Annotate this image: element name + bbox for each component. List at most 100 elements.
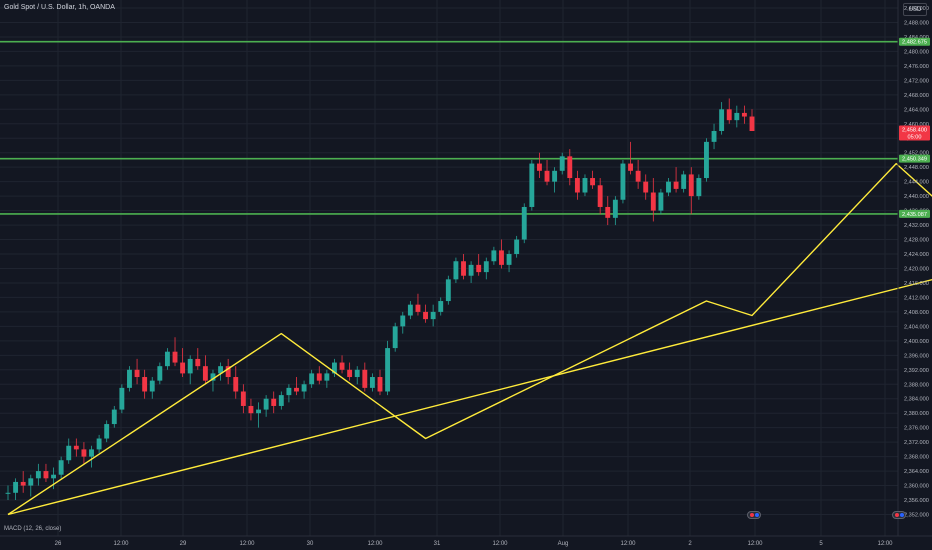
candle-body [529, 163, 535, 207]
candle-body [324, 373, 330, 381]
candle-body [339, 362, 345, 370]
candle-body [726, 109, 732, 121]
y-tick-label: 2,424.000 [904, 252, 929, 258]
candle-body [294, 387, 299, 392]
countdown-text: 05:00 [908, 135, 922, 141]
candle-body [134, 369, 140, 378]
candle-body [559, 156, 565, 171]
candle-body [35, 471, 41, 479]
candle-body [111, 409, 117, 425]
candle-body [73, 445, 79, 450]
candle-body [332, 362, 337, 374]
candle-body [225, 366, 231, 378]
candle-body [453, 261, 459, 280]
candle-body [377, 377, 383, 392]
candle-body [643, 181, 649, 193]
y-tick-label: 2,368.000 [904, 455, 929, 461]
horizontal-levels[interactable] [0, 40, 898, 215]
price-label-text: 2,458.400 [902, 128, 927, 134]
y-tick-label: 2,404.000 [904, 324, 929, 330]
candle-body [127, 369, 132, 388]
candle-body [240, 391, 246, 406]
candle-body [149, 380, 155, 392]
time-axis[interactable]: 26 12:00 29 12:00 30 12:00 31 12:00 Aug 12:00 2 12:… [55, 541, 894, 547]
price-label-tag [899, 154, 930, 163]
candle-body [574, 178, 580, 193]
candle-body [309, 373, 315, 385]
price-axis[interactable]: 2,492.0002,488.0002,484.0002,480.0002,47… [904, 6, 929, 519]
candle-body [385, 348, 391, 392]
candle-body [233, 377, 239, 392]
candle-body [369, 377, 375, 388]
candle-body [81, 449, 87, 457]
macd-indicator-label[interactable]: MACD (12, 26, close) [4, 526, 62, 532]
candle-body [719, 109, 725, 132]
price-label-tag [899, 209, 930, 218]
candle-body [673, 181, 679, 189]
candle-body [430, 311, 436, 320]
candle-body [96, 438, 102, 450]
y-tick-label: 2,492.000 [904, 6, 929, 12]
x-tick-label: 30 [307, 541, 314, 547]
candle-body [499, 250, 504, 265]
y-tick-label: 2,416.000 [904, 281, 929, 287]
y-tick-label: 2,440.000 [904, 194, 929, 200]
candle-body [172, 351, 178, 363]
y-tick-label: 2,372.000 [904, 440, 929, 446]
candle-body [628, 163, 633, 171]
events-flag-icon[interactable] [747, 511, 761, 519]
candle-body [271, 398, 277, 406]
y-tick-label: 2,448.000 [904, 165, 929, 171]
drawings[interactable] [7, 15, 932, 516]
rising-support-line [7, 278, 932, 516]
candle-body [711, 131, 717, 142]
candle-body [301, 384, 307, 392]
candle-body [741, 112, 747, 117]
candle-body [316, 373, 322, 381]
candle-body [567, 156, 573, 179]
candle-body [582, 178, 588, 193]
x-tick-label: 12:00 [877, 541, 893, 547]
candle-body [142, 377, 148, 392]
y-tick-label: 2,444.000 [904, 180, 929, 186]
candle-body [354, 369, 360, 378]
candle-body [286, 387, 292, 396]
x-tick-label: 12:00 [113, 541, 129, 547]
candle-body [407, 304, 413, 316]
y-tick-label: 2,432.000 [904, 223, 929, 229]
y-tick-label: 2,360.000 [904, 484, 929, 490]
candle-body [514, 239, 520, 255]
y-tick-label: 2,460.000 [904, 122, 929, 128]
candle-body [210, 373, 216, 381]
candle-body [20, 481, 26, 486]
candle-body [13, 481, 19, 493]
candles [5, 98, 755, 501]
candle-body [704, 141, 709, 179]
candle-body [58, 460, 64, 475]
price-label-text: 2,450.349 [902, 157, 927, 163]
currency-button[interactable]: USD [903, 3, 927, 16]
candle-body [43, 471, 49, 479]
candle-body [415, 304, 421, 312]
candle-body [263, 398, 269, 410]
price-label-tag [899, 37, 930, 46]
candle-body [51, 474, 56, 479]
candle-body [5, 492, 11, 494]
y-tick-label: 2,356.000 [904, 498, 929, 504]
candle-body [468, 264, 474, 276]
candle-body [202, 366, 208, 381]
y-tick-label: 2,392.000 [904, 368, 929, 374]
candle-body [749, 116, 755, 132]
y-tick-label: 2,468.000 [904, 93, 929, 99]
y-tick-label: 2,384.000 [904, 397, 929, 403]
y-tick-label: 2,464.000 [904, 107, 929, 113]
candle-body [521, 206, 527, 240]
events-flag-icon[interactable] [892, 511, 906, 519]
x-tick-label: Aug [558, 541, 569, 547]
candle-body [536, 163, 542, 171]
y-tick-label: 2,380.000 [904, 411, 929, 417]
candle-body [66, 445, 72, 461]
candle-body [423, 311, 428, 320]
